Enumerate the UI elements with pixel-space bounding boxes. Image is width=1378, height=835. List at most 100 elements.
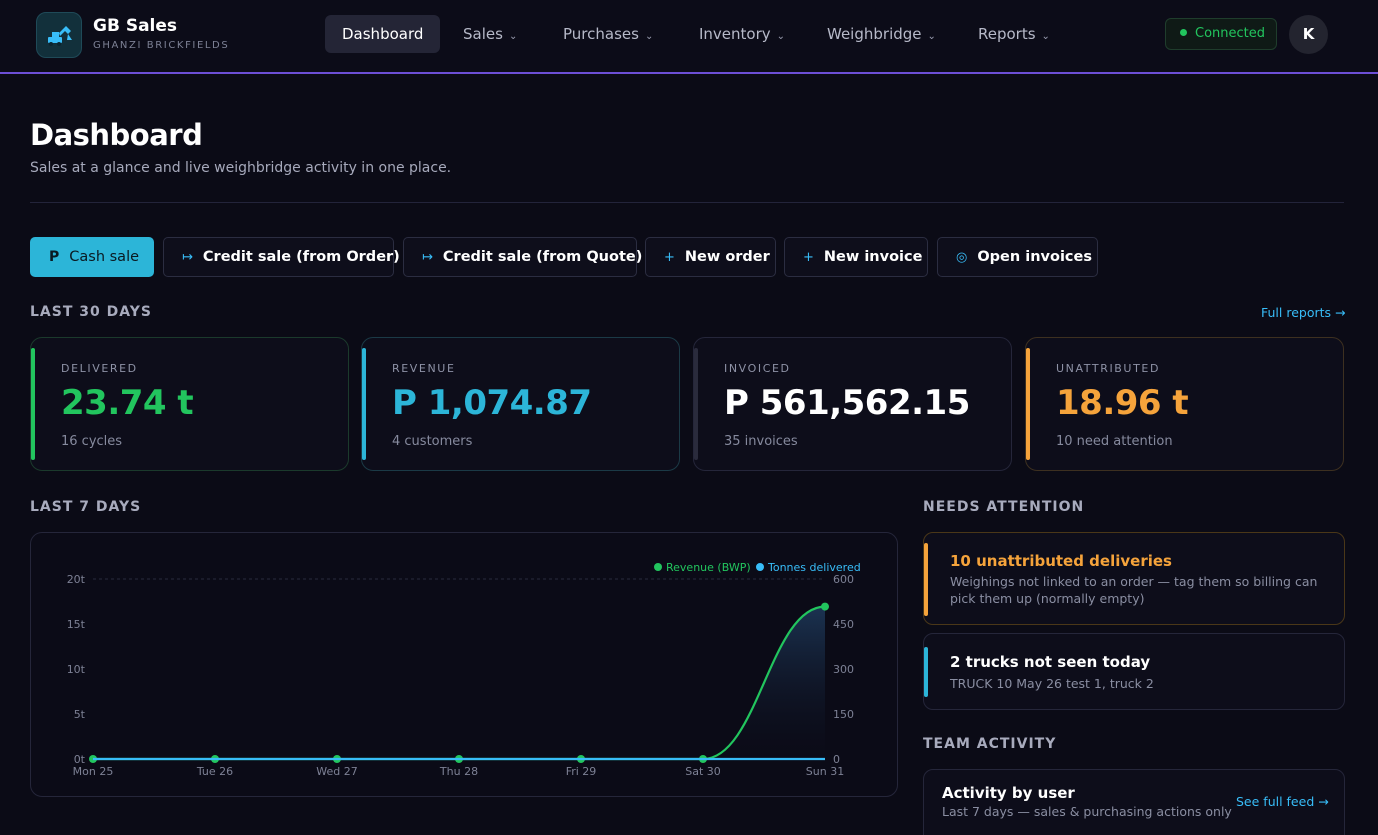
coin-icon: ◎ [956,250,968,265]
nav-label: Inventory [699,25,771,43]
chevron-down-icon: ⌄ [644,31,654,42]
series-area [93,606,825,759]
last-7-days-heading: LAST 7 DAYS [30,499,142,515]
nav-inventory[interactable]: Inventory ⌄ [682,15,802,53]
nav-dashboard[interactable]: Dashboard [325,15,441,53]
button-label: Credit sale (from Order) [202,249,400,265]
brand-subtitle: GHANZI BRICKFIELDS [93,40,230,51]
status-dot-icon [1180,29,1187,36]
alert-description: TRUCK 10 May 26 test 1, truck 2 [950,676,1154,691]
excavator-icon[interactable] [36,12,82,58]
card-label: INVOICED [724,362,791,375]
user-avatar[interactable]: K [1289,15,1328,54]
x-tick-label: Tue 26 [196,765,233,778]
full-reports-link[interactable]: Full reports → [1261,305,1346,320]
last-30-days-heading: LAST 30 DAYS [30,304,152,320]
y-right-tick-label: 0 [833,753,840,766]
button-label: Cash sale [69,249,140,265]
trucks-alert[interactable]: 2 trucks not seen today TRUCK 10 May 26 … [923,633,1345,710]
credit-sale-quote-button[interactable]: ↦ Credit sale (from Quote) [403,237,642,277]
page-subtitle: Sales at a glance and live weighbridge a… [30,160,452,176]
team-activity-heading: TEAM ACTIVITY [923,736,1057,752]
cash-sale-button[interactable]: P Cash sale [30,237,154,277]
new-invoice-button[interactable]: + New invoice [784,237,928,277]
button-label: Credit sale (from Quote) [442,249,643,265]
y-left-tick-label: 15t [67,618,86,631]
y-left-tick-label: 20t [67,573,86,586]
chevron-down-icon: ⌄ [508,31,518,42]
card-value: 23.74 t [61,383,194,423]
card-accent [31,348,35,460]
brand-name[interactable]: GB Sales [93,16,178,36]
alert-accent [924,647,928,697]
x-tick-label: Thu 28 [439,765,478,778]
unattributed-card[interactable]: UNATTRIBUTED 18.96 t 10 need attention [1025,337,1344,471]
card-value: P 1,074.87 [392,383,592,423]
invoiced-card[interactable]: INVOICED P 561,562.15 35 invoices [693,337,1012,471]
x-tick-label: Sun 31 [806,765,844,778]
alert-title: 10 unattributed deliveries [950,552,1172,570]
plus-icon: + [664,250,675,265]
y-left-tick-label: 10t [67,663,86,676]
alert-accent [924,543,928,616]
card-accent [362,348,366,460]
x-tick-label: Mon 25 [73,765,114,778]
data-point [821,602,829,611]
card-label: UNATTRIBUTED [1056,362,1161,375]
legend-dot [654,563,662,571]
delivered-card[interactable]: DELIVERED 23.74 t 16 cycles [30,337,349,471]
connection-status-badge: Connected [1165,18,1277,50]
revenue-card[interactable]: REVENUE P 1,074.87 4 customers [361,337,680,471]
card-value: 18.96 t [1056,383,1189,423]
plus-icon: + [803,250,814,265]
arrow-right-icon: ↦ [422,250,433,265]
card-value: P 561,562.15 [724,383,970,423]
chevron-down-icon: ⌄ [776,31,786,42]
button-label: Open invoices [977,249,1092,265]
alert-title: 2 trucks not seen today [950,653,1151,671]
see-full-feed-link[interactable]: See full feed → [1236,794,1329,809]
card-label: DELIVERED [61,362,138,375]
nav-label: Sales [463,25,503,43]
credit-sale-order-button[interactable]: ↦ Credit sale (from Order) [163,237,400,277]
arrow-right-icon: ↦ [182,250,193,265]
nav-label: Purchases [563,25,639,43]
nav-label: Dashboard [342,25,424,43]
new-order-button[interactable]: + New order [645,237,776,277]
card-label: REVENUE [392,362,456,375]
pula-icon: P [49,249,60,265]
button-label: New invoice [823,249,923,265]
connection-status-text: Connected [1195,26,1266,41]
x-tick-label: Fri 29 [566,765,597,778]
y-left-tick-label: 5t [74,708,86,721]
nav-purchases[interactable]: Purchases ⌄ [546,15,670,53]
chevron-down-icon: ⌄ [1041,31,1050,42]
card-accent [1026,348,1030,460]
y-right-tick-label: 150 [833,708,854,721]
card-subtext: 35 invoices [724,434,798,449]
unattributed-alert[interactable]: 10 unattributed deliveries Weighings not… [923,532,1345,625]
divider [30,202,1344,203]
nav-reports[interactable]: Reports ⌄ [961,15,1067,53]
needs-attention-heading: NEEDS ATTENTION [923,499,1085,515]
legend-label: Revenue (BWP) [666,561,751,574]
x-tick-label: Wed 27 [316,765,357,778]
weekly-chart: 0t 5t 10t 15t 20t 0 150 300 450 600 Mon 25 Tue 26 We… [67,561,861,778]
nav-label: Weighbridge [827,25,922,43]
legend-dot [756,563,764,571]
nav-weighbridge[interactable]: Weighbridge ⌄ [810,15,953,53]
open-invoices-button[interactable]: ◎ Open invoices [937,237,1098,277]
x-tick-label: Sat 30 [685,765,721,778]
legend-label: Tonnes delivered [767,561,861,574]
y-right-tick-label: 600 [833,573,854,586]
activity-by-user-card: Activity by user Last 7 days — sales & p… [923,769,1345,835]
activity-title: Activity by user [942,784,1075,802]
alert-description: Weighings not linked to an order — tag t… [950,574,1318,606]
y-right-tick-label: 300 [833,663,854,676]
chevron-down-icon: ⌄ [927,31,936,42]
card-accent [694,348,698,460]
card-subtext: 16 cycles [61,434,123,449]
nav-sales[interactable]: Sales ⌄ [446,15,534,53]
nav-label: Reports [978,25,1036,43]
y-right-tick-label: 450 [833,618,854,631]
